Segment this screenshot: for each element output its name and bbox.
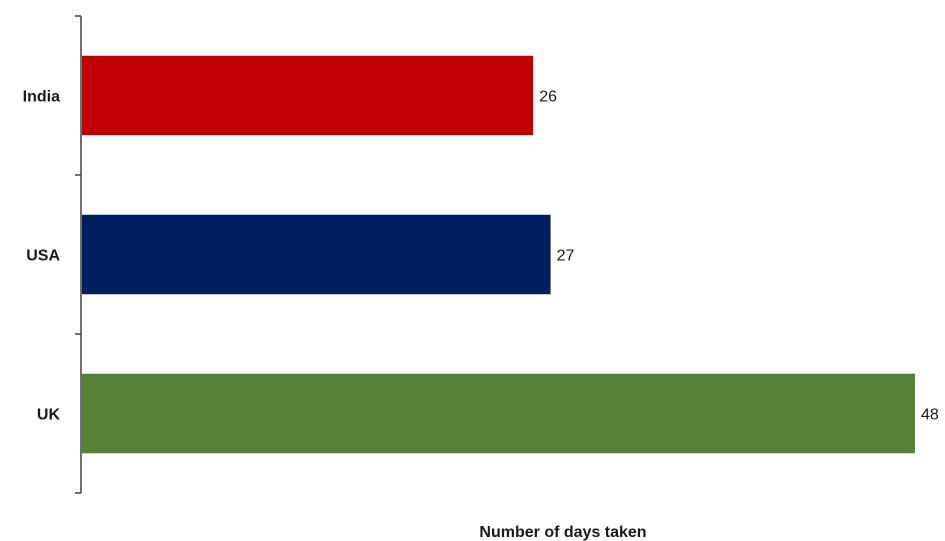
data-label-uk: 48 xyxy=(921,407,939,424)
x-axis-title: Number of days taken xyxy=(479,524,646,541)
data-label-india: 26 xyxy=(539,89,557,106)
category-label-india: India xyxy=(23,89,60,106)
labels: India 26 USA 27 UK 48 xyxy=(23,89,939,424)
bar-india xyxy=(82,55,534,136)
bar-uk xyxy=(82,373,915,454)
category-label-uk: UK xyxy=(37,407,61,424)
bar-usa xyxy=(82,214,551,295)
y-axis xyxy=(75,15,82,494)
data-label-usa: 27 xyxy=(557,248,575,265)
category-label-usa: USA xyxy=(26,248,60,265)
bars xyxy=(82,55,915,454)
